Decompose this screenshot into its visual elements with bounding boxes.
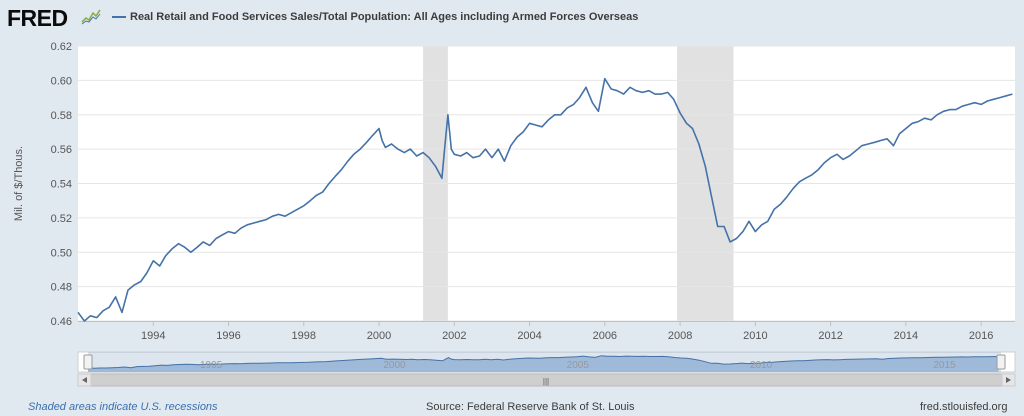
x-tick-label: 1994 [141,330,165,342]
navigator-tick-label: 2005 [567,360,590,371]
source-text: Source: Federal Reserve Bank of St. Loui… [426,401,635,413]
x-tick-label: 2010 [743,330,767,342]
x-tick-label: 2002 [442,330,466,342]
x-tick-label: 1998 [292,330,316,342]
source-url[interactable]: fred.stlouisfed.org [920,401,1008,413]
y-axis-label: Mil. of $/Thous. [13,146,25,221]
x-tick-label: 2004 [517,330,541,342]
x-tick-label: 2012 [818,330,842,342]
navigator-tick-label: 1995 [200,360,223,371]
x-tick-label: 2016 [969,330,993,342]
navigator-series-line [87,355,999,369]
legend-swatch [112,16,126,18]
x-tick-label: 1996 [216,330,240,342]
chart-line-icon [81,7,101,25]
scroll-left-arrow-icon [82,377,87,383]
x-tick-label: 2014 [894,330,918,342]
series-line[interactable] [77,77,1013,322]
navigator-selection[interactable] [88,352,1001,372]
navigator-tick-label: 2010 [750,360,773,371]
navigator-handle-right[interactable] [996,354,1006,370]
x-tick-label: 2008 [668,330,692,342]
scroll-right-arrow-icon [1006,377,1011,383]
navigator-tick-label: 2000 [383,360,406,371]
y-tick-label: 0.60 [51,75,72,87]
x-tick-label: 2006 [593,330,617,342]
y-tick-label: 0.56 [51,144,72,156]
scrollbar-grip[interactable]: ||| [543,377,549,386]
y-tick-label: 0.48 [51,282,72,294]
chart-canvas: 0.46 0.48 0.50 0.52 0.54 0.56 0.58 0.60 0.62 1994… [13,41,1016,387]
legend-item[interactable]: Real Retail and Food Services Sales/Tota… [112,11,638,23]
navigator-tick-label: 2015 [933,360,956,371]
chart-header: FRED Real Retail and Food Services Sales… [0,0,1024,36]
y-tick-label: 0.54 [51,179,72,191]
recession-note: Shaded areas indicate U.S. recessions [28,401,218,413]
y-tick-label: 0.50 [51,247,72,259]
y-tick-label: 0.52 [51,213,72,225]
fred-logo[interactable]: FRED [7,5,68,31]
x-tick-label: 2000 [367,330,391,342]
navigator-handle-left[interactable] [83,354,93,370]
y-tick-label: 0.58 [51,110,72,122]
navigator-area [88,355,999,372]
legend-label: Real Retail and Food Services Sales/Tota… [130,11,639,23]
y-tick-label: 0.62 [51,41,72,53]
y-tick-label: 0.46 [51,316,72,328]
